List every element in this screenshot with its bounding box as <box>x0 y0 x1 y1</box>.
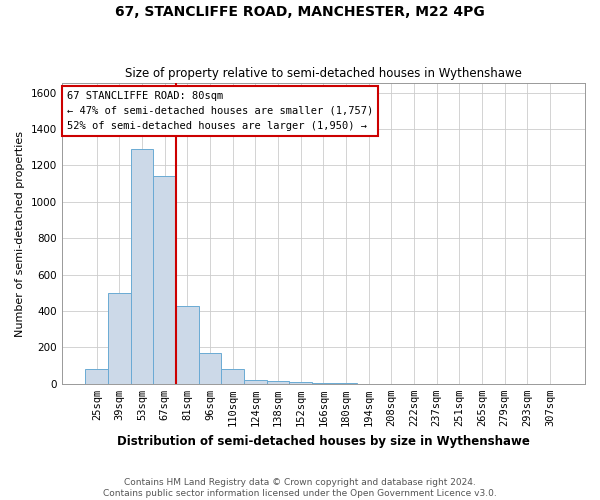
X-axis label: Distribution of semi-detached houses by size in Wythenshawe: Distribution of semi-detached houses by … <box>117 434 530 448</box>
Bar <box>266 381 289 384</box>
Bar <box>131 149 154 384</box>
Text: Contains HM Land Registry data © Crown copyright and database right 2024.
Contai: Contains HM Land Registry data © Crown c… <box>103 478 497 498</box>
Bar <box>108 293 131 384</box>
Bar <box>312 383 335 384</box>
Bar <box>154 176 176 384</box>
Text: 67 STANCLIFFE ROAD: 80sqm
← 47% of semi-detached houses are smaller (1,757)
52% : 67 STANCLIFFE ROAD: 80sqm ← 47% of semi-… <box>67 91 373 130</box>
Bar <box>176 306 199 384</box>
Bar <box>244 380 266 384</box>
Bar <box>85 369 108 384</box>
Bar <box>221 369 244 384</box>
Text: 67, STANCLIFFE ROAD, MANCHESTER, M22 4PG: 67, STANCLIFFE ROAD, MANCHESTER, M22 4PG <box>115 5 485 19</box>
Bar <box>199 353 221 384</box>
Y-axis label: Number of semi-detached properties: Number of semi-detached properties <box>15 130 25 336</box>
Bar <box>289 382 312 384</box>
Title: Size of property relative to semi-detached houses in Wythenshawe: Size of property relative to semi-detach… <box>125 66 522 80</box>
